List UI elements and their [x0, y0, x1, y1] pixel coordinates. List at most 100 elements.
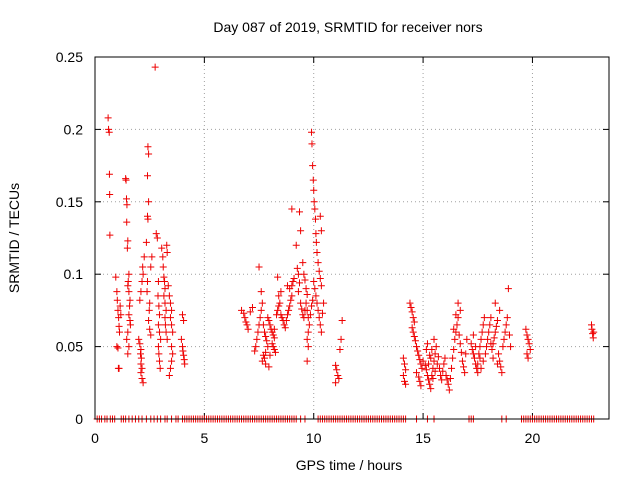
data-point: [409, 314, 417, 322]
data-point: [288, 292, 296, 300]
data-point: [314, 259, 322, 267]
data-point: [142, 238, 150, 246]
data-point: [251, 347, 259, 355]
data-point: [137, 288, 145, 296]
data-point: [144, 143, 152, 151]
data-point: [114, 306, 122, 314]
data-point: [522, 325, 530, 333]
data-point: [308, 140, 316, 148]
data-point: [316, 212, 324, 220]
data-point: [303, 357, 311, 365]
data-point: [138, 364, 146, 372]
data-point: [481, 350, 489, 358]
data-point: [164, 282, 172, 290]
data-point: [169, 328, 177, 336]
data-point: [304, 328, 312, 336]
data-point: [338, 317, 346, 325]
data-point: [124, 237, 132, 245]
data-point: [492, 322, 500, 330]
data-point: [113, 296, 121, 304]
data-point: [334, 372, 342, 380]
data-point: [505, 331, 513, 339]
data-point: [425, 360, 433, 368]
data-point: [479, 321, 487, 329]
data-point: [472, 343, 480, 351]
data-point: [163, 335, 171, 343]
data-point: [523, 331, 531, 339]
data-point: [154, 277, 162, 285]
data-point: [477, 335, 485, 343]
data-point: [116, 302, 124, 310]
data-point: [266, 321, 274, 329]
data-point: [137, 360, 145, 368]
data-point: [257, 288, 265, 296]
data-point: [293, 264, 301, 272]
data-point: [125, 288, 133, 296]
data-point: [478, 328, 486, 336]
y-tick-label: 0.2: [64, 121, 84, 137]
data-point: [124, 350, 132, 358]
data-point: [526, 345, 534, 353]
data-point: [493, 360, 501, 368]
data-point: [123, 201, 131, 209]
y-tick-label: 0.05: [56, 339, 83, 355]
data-point: [123, 335, 131, 343]
data-point: [441, 354, 449, 362]
data-point: [115, 328, 123, 336]
x-tick-label: 5: [200, 430, 208, 446]
data-point: [493, 317, 501, 325]
data-point: [317, 282, 325, 290]
data-point: [269, 331, 277, 339]
data-point: [255, 263, 263, 271]
data-point: [453, 321, 461, 329]
data-point: [125, 343, 133, 351]
data-point: [301, 276, 309, 284]
data-point: [413, 369, 421, 377]
data-point: [105, 170, 113, 178]
data-point: [501, 328, 509, 336]
data-point: [156, 311, 164, 319]
data-point: [399, 372, 407, 380]
data-point: [456, 306, 464, 314]
data-point: [490, 334, 498, 342]
data-point: [422, 366, 430, 374]
data-point: [140, 253, 148, 261]
data-point: [261, 328, 269, 336]
data-point: [308, 302, 316, 310]
data-point: [407, 304, 415, 312]
data-point: [487, 314, 495, 322]
data-point: [484, 335, 492, 343]
data-point: [126, 302, 134, 310]
data-point: [145, 150, 153, 158]
data-point: [479, 357, 487, 365]
data-point: [139, 379, 147, 387]
data-point: [402, 380, 410, 388]
data-point: [168, 357, 176, 365]
data-point: [280, 321, 288, 329]
data-point: [415, 351, 423, 359]
chart-title: Day 087 of 2019, SRMTID for receiver nor…: [213, 19, 482, 35]
data-point: [448, 364, 456, 372]
data-point: [240, 309, 248, 317]
data-point: [154, 343, 162, 351]
data-point: [483, 343, 491, 351]
data-point: [431, 350, 439, 358]
x-tick-label: 0: [91, 430, 99, 446]
data-point: [421, 361, 429, 369]
data-point: [136, 296, 144, 304]
x-tick-label: 15: [415, 430, 431, 446]
data-point: [156, 328, 164, 336]
data-point: [106, 191, 114, 199]
data-point: [525, 340, 533, 348]
data-point: [112, 273, 120, 281]
data-point: [274, 306, 282, 314]
data-point: [311, 285, 319, 293]
data-point: [496, 306, 504, 314]
data-point: [106, 231, 114, 239]
data-point: [242, 318, 250, 326]
data-point: [286, 302, 294, 310]
data-point: [153, 234, 161, 242]
data-point: [277, 311, 285, 319]
data-point: [409, 328, 417, 336]
